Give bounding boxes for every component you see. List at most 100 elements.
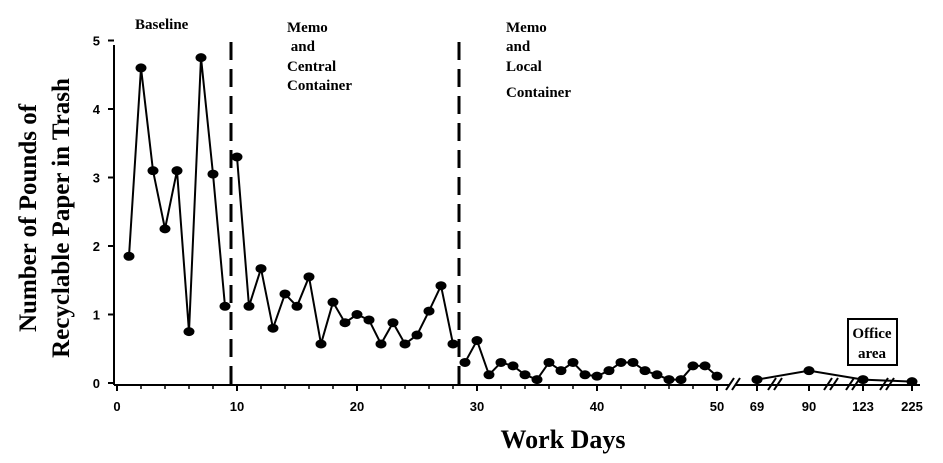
office-area-box: Office area [847, 318, 898, 366]
data-point-day-26 [423, 306, 435, 316]
data-point-day-8 [207, 169, 219, 179]
axis-break-marks [725, 377, 895, 391]
data-point-day-17 [315, 339, 327, 349]
local-label-line-4: Container [506, 85, 571, 101]
data-point-day-45 [651, 370, 663, 380]
x-break-tick-label-123: 123 [852, 399, 874, 414]
data-point-day-41 [603, 366, 615, 376]
data-point-day-50 [711, 371, 723, 381]
data-point-day-33 [507, 361, 519, 371]
data-point-day-48 [687, 361, 699, 371]
data-point-day-34 [519, 370, 531, 380]
x-tick-label-0: 0 [113, 399, 120, 414]
x-break-tick-label-69: 69 [750, 399, 764, 414]
data-point-day-1 [123, 251, 135, 261]
break-mark-6 [829, 377, 839, 391]
data-point-day-32 [495, 357, 507, 367]
central-label-line-1: Memo [287, 20, 328, 36]
break-mark-4 [773, 377, 783, 391]
central-phase-label: Memo and Central Container [287, 20, 352, 94]
data-point-day-2 [135, 63, 147, 73]
x-axis-label: Work Days [501, 425, 626, 454]
data-point-day-12 [255, 264, 267, 274]
x-break-tick-label-225: 225 [901, 399, 923, 414]
break-mark-5 [823, 377, 833, 391]
local-phase-label: Memo and Local Container [506, 20, 571, 101]
followup-point-day-225 [906, 377, 918, 387]
data-point-day-49 [699, 361, 711, 371]
x-tick-label-10: 10 [230, 399, 244, 414]
data-point-day-22 [375, 339, 387, 349]
x-tick-label-30: 30 [470, 399, 484, 414]
data-point-day-16 [303, 272, 315, 282]
x-tick-label-20: 20 [350, 399, 364, 414]
series-line-phase-1 [128, 57, 226, 332]
break-mark-1 [725, 377, 735, 391]
data-point-day-30 [471, 336, 483, 346]
followup-point-day-69 [751, 375, 763, 385]
y-tick-label-4: 4 [93, 102, 101, 117]
data-point-day-11 [243, 301, 255, 311]
followup-point-day-123 [857, 375, 869, 385]
series-line-phase-2 [236, 156, 454, 347]
x-tick-label-50: 50 [710, 399, 724, 414]
data-point-day-46 [663, 375, 675, 385]
data-point-day-31 [483, 370, 495, 380]
data-point-day-23 [387, 318, 399, 328]
data-point-day-21 [363, 315, 375, 325]
data-point-day-47 [675, 375, 687, 385]
data-point-day-24 [399, 339, 411, 349]
y-tick-label-2: 2 [93, 239, 100, 254]
break-mark-3 [767, 377, 777, 391]
office-area-line-1: Office [852, 326, 891, 342]
central-label-line-4: Container [287, 78, 352, 94]
data-point-day-7 [195, 53, 207, 63]
y-tick-label-3: 3 [93, 171, 100, 186]
data-point-day-29 [459, 357, 471, 367]
office-area-frame [847, 318, 898, 366]
data-point-day-37 [555, 366, 567, 376]
data-point-day-40 [591, 371, 603, 381]
data-point-day-18 [327, 297, 339, 307]
data-point-day-10 [231, 152, 243, 162]
y-tick-label-0: 0 [93, 376, 100, 391]
data-point-day-42 [615, 357, 627, 367]
data-point-day-38 [567, 357, 579, 367]
data-point-day-9 [219, 301, 231, 311]
y-axis-label-line-2: Recyclable Paper in Trash [48, 78, 75, 358]
break-mark-7 [845, 377, 855, 391]
data-point-day-43 [627, 357, 639, 367]
data-point-day-4 [159, 224, 171, 234]
local-label-line-3: Local [506, 59, 542, 75]
data-point-day-27 [435, 281, 447, 291]
data-point-day-36 [543, 357, 555, 367]
data-point-day-44 [639, 366, 651, 376]
data-point-day-19 [339, 318, 351, 328]
y-tick-label-5: 5 [93, 34, 100, 49]
data-point-day-39 [579, 370, 591, 380]
data-point-day-5 [171, 166, 183, 176]
data-point-day-13 [267, 323, 279, 333]
x-tick-label-40: 40 [590, 399, 604, 414]
break-mark-2 [731, 377, 741, 391]
data-point-day-14 [279, 289, 291, 299]
series-line-phase-3 [464, 338, 718, 381]
data-point-day-35 [531, 375, 543, 385]
y-axis-label-line-1: Number of Pounds of [15, 103, 42, 332]
followup-point-day-90 [803, 366, 815, 376]
local-label-line-1: Memo [506, 20, 547, 36]
office-area-line-2: area [858, 346, 887, 362]
data-point-day-6 [183, 327, 195, 337]
y-tick-label-1: 1 [93, 308, 100, 323]
data-point-day-28 [447, 339, 459, 349]
data-point-day-3 [147, 166, 159, 176]
y-axis-label: Number of Pounds of Recyclable Paper in … [15, 78, 75, 358]
data-point-day-20 [351, 310, 363, 319]
local-label-line-2: and [506, 39, 531, 55]
central-label-line-2: and [287, 39, 316, 55]
baseline-label: Baseline [135, 17, 189, 33]
data-point-day-15 [291, 301, 303, 311]
